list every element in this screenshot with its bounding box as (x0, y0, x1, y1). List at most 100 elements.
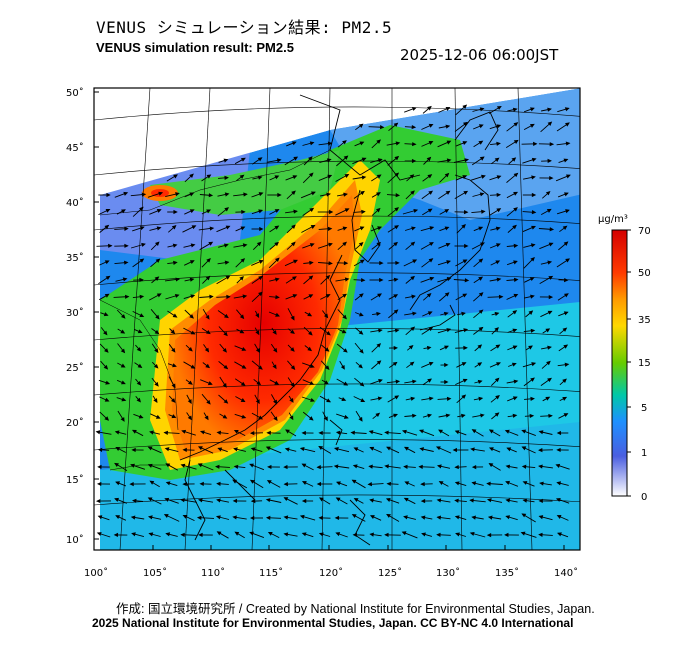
wind-arrow-head (340, 364, 345, 370)
wind-arrow-head (547, 345, 552, 350)
wind-arrow-head (120, 363, 126, 368)
wind-arrow-head (445, 190, 451, 195)
wind-arrow-head (308, 294, 314, 299)
wind-arrow-head (368, 430, 374, 435)
wind-arrow-head (333, 464, 339, 469)
wind-arrow-head (258, 192, 264, 197)
wind-arrow-head (548, 242, 554, 247)
wind-arrow-head (429, 396, 434, 401)
wind-arrow-head (206, 258, 211, 263)
wind-arrow-head (180, 532, 185, 537)
wind-arrow-head (393, 294, 399, 299)
wind-arrow-head (233, 464, 239, 469)
wind-arrow-head (326, 158, 332, 163)
wind-arrow-head (428, 361, 434, 366)
wind-arrow-head (283, 497, 289, 502)
wind-arrow-head (147, 446, 153, 451)
wind-arrow-head (395, 193, 401, 198)
wind-arrow-head (471, 464, 477, 470)
wind-arrow-head (115, 447, 121, 451)
wind-arrow-head (129, 481, 134, 487)
wind-arrow-head (309, 381, 315, 385)
wind-arrow-head (95, 430, 101, 435)
wind-arrow-head (556, 515, 562, 519)
colorbar-label: 50 (638, 268, 651, 279)
wind-arrow-head (421, 532, 426, 537)
wind-arrow-head (368, 464, 373, 469)
wind-arrow-head (514, 277, 519, 282)
wind-arrow-head (308, 156, 313, 161)
wind-arrow-head (188, 346, 193, 352)
lon-label: 125˚ (378, 567, 402, 579)
wind-arrow-head (274, 277, 280, 282)
wind-arrow-head (265, 515, 271, 520)
latitude-labels: 50˚ 45˚ 40˚ 35˚ 30˚ 25˚ 20˚ 15˚ 10˚ (66, 87, 84, 546)
wind-arrow-head (308, 416, 314, 421)
wind-arrow-head (232, 515, 237, 520)
wind-arrow-head (556, 430, 562, 436)
wind-arrow-head (308, 275, 314, 280)
wind-arrow-head (204, 415, 209, 421)
wind-arrow-head (293, 209, 298, 214)
wind-arrow-head (301, 463, 307, 468)
wind-arrow-head (393, 309, 399, 314)
wind-arrow-head (531, 210, 537, 215)
wind-arrow-head (495, 260, 501, 265)
wind-arrow-head (480, 242, 485, 247)
wind-arrow-head (428, 123, 434, 128)
wind-arrow-head (290, 382, 295, 388)
wind-arrow-head (539, 481, 544, 486)
wind-arrow-head (471, 515, 476, 520)
wind-arrow-head (563, 158, 569, 163)
wind-arrow-head (147, 463, 153, 468)
wind-arrow-head (95, 498, 101, 504)
wind-arrow-head (480, 413, 485, 418)
wind-arrow-head (285, 429, 290, 434)
wind-arrow-head (344, 173, 350, 178)
credit-line-1: 作成: 国立環境研究所 / Created by National Instit… (116, 602, 595, 616)
wind-arrow-head (461, 362, 467, 367)
wind-arrow-head (267, 531, 273, 536)
wind-arrow-head (376, 192, 381, 197)
wind-arrow-head (113, 532, 119, 538)
wind-arrow-head (97, 515, 103, 520)
wind-arrow-head (376, 343, 382, 348)
colorbar-label: 70 (638, 226, 651, 237)
wind-arrow-head (224, 313, 229, 319)
wind-arrow-head (358, 416, 363, 422)
wind-arrow-head (301, 481, 307, 485)
wind-arrow-head (141, 242, 146, 247)
wind-arrow-head (358, 330, 364, 335)
outside-domain-northwest (94, 88, 580, 195)
wind-arrow-head (478, 258, 484, 263)
wind-arrow-head (513, 191, 519, 196)
wind-arrow-head (335, 430, 341, 435)
wind-arrow-head (131, 447, 136, 453)
wind-arrow-head (563, 241, 569, 246)
wind-arrow-head (444, 345, 449, 350)
wind-arrow-head (258, 275, 263, 281)
wind-arrow-head (454, 498, 459, 503)
wind-arrow-head (403, 446, 409, 451)
wind-arrow-head (521, 464, 527, 469)
wind-arrow-head (378, 328, 383, 333)
wind-arrow-head (242, 294, 248, 299)
wind-arrow-head (376, 360, 382, 365)
wind-arrow-head (531, 175, 536, 180)
wind-arrow-head (530, 107, 535, 112)
wind-arrow-head (351, 514, 357, 519)
wind-arrow-head (393, 345, 399, 351)
wind-arrow-head (318, 445, 324, 451)
wind-arrow-head (444, 226, 450, 231)
wind-arrow-head (462, 175, 468, 180)
wind-arrow-head (436, 532, 441, 537)
wind-arrow-head (149, 480, 155, 485)
wind-arrow-head (444, 172, 450, 178)
wind-arrow-head (299, 447, 305, 452)
wind-arrow-head (546, 208, 552, 213)
wind-arrow-head (367, 482, 373, 487)
wind-arrow-head (342, 293, 348, 298)
wind-arrow-head (531, 157, 537, 162)
wind-arrow-head (139, 258, 145, 263)
wind-arrow-head (301, 532, 307, 537)
